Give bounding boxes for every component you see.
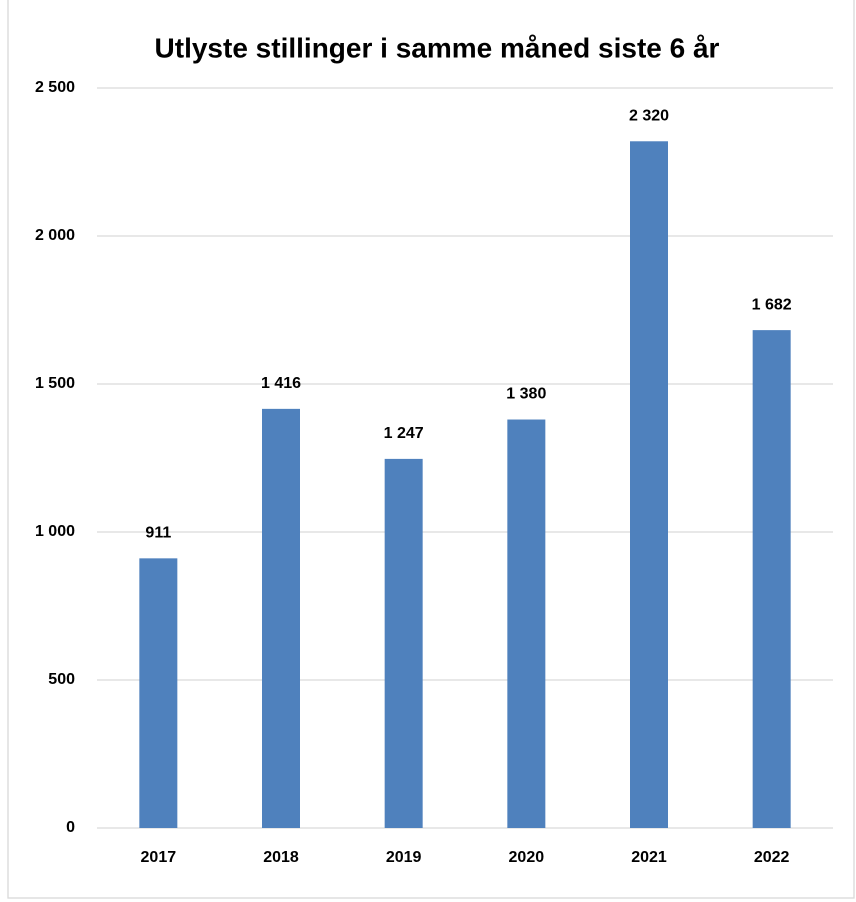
y-tick-label: 2 000: [35, 227, 75, 244]
x-tick-label: 2019: [386, 849, 422, 866]
bar: [262, 408, 300, 828]
y-tick-label: 0: [66, 819, 75, 836]
y-tick-label: 1 000: [35, 523, 75, 540]
data-label: 1 380: [506, 386, 546, 403]
x-tick-label: 2021: [631, 849, 667, 866]
bar: [752, 330, 791, 828]
x-tick-label: 2020: [509, 849, 545, 866]
x-tick-label: 2017: [141, 849, 177, 866]
bar: [507, 419, 546, 828]
bar: [630, 141, 668, 828]
y-tick-label: 1 500: [35, 375, 75, 392]
data-label: 1 682: [752, 296, 792, 313]
data-label: 2 320: [629, 107, 669, 124]
bar: [139, 558, 178, 828]
y-tick-label: 500: [48, 671, 75, 688]
data-label: 1 416: [261, 375, 301, 392]
y-tick-label: 2 500: [35, 79, 75, 96]
x-tick-label: 2018: [263, 849, 299, 866]
x-tick-label: 2022: [754, 849, 790, 866]
chart-title: Utlyste stillinger i samme måned siste 6…: [155, 32, 720, 63]
bar: [384, 458, 423, 828]
chart-frame: [7, 0, 855, 899]
data-label: 911: [145, 525, 171, 542]
data-label: 1 247: [384, 425, 424, 442]
